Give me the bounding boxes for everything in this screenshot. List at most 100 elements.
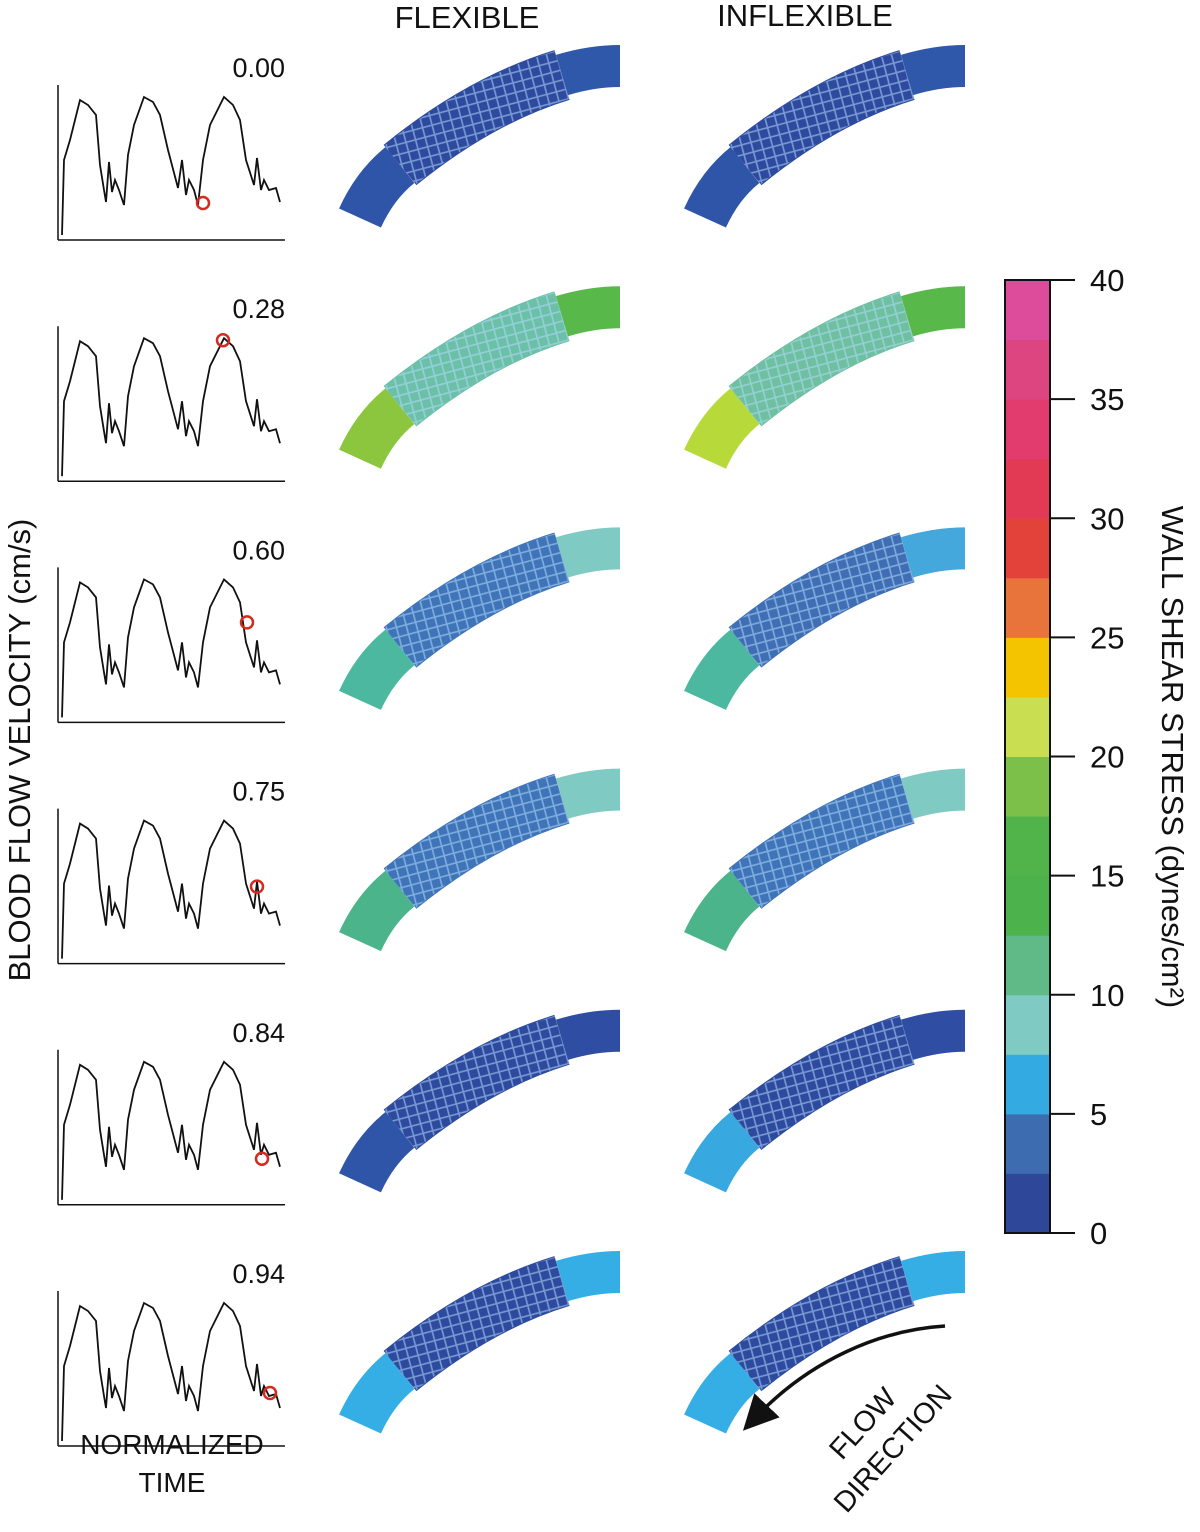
stent-render: [684, 1251, 966, 1434]
tick-label: 5: [1090, 1097, 1107, 1132]
stent-render: [339, 1009, 621, 1193]
vessel: [684, 1111, 760, 1193]
vessel: [555, 1251, 621, 1302]
color-band: [1005, 518, 1050, 579]
color-band: [1005, 1173, 1050, 1234]
flow-arrow: [742, 1324, 946, 1431]
time-label: 0.00: [232, 53, 285, 83]
color-band: [1005, 280, 1050, 341]
color-band: [1005, 935, 1050, 996]
stent-render: [684, 45, 966, 228]
stent-mesh: [729, 1257, 915, 1391]
column-header: INFLEXIBLE: [717, 0, 893, 33]
color-band: [1005, 696, 1050, 757]
colorbar-label: WALL SHEAR STRESS (dynes/cm²): [1155, 506, 1190, 1008]
vessel: [900, 1251, 966, 1302]
vessel: [339, 1353, 415, 1434]
stent-render: [684, 286, 966, 470]
vessel: [555, 286, 621, 337]
vessel: [339, 147, 415, 228]
vessel: [684, 388, 760, 470]
color-band: [1005, 577, 1050, 638]
vessel: [339, 870, 415, 952]
vessel: [900, 527, 966, 578]
color-band: [1005, 1113, 1050, 1174]
time-marker: [215, 332, 231, 348]
vessel: [555, 768, 621, 819]
stent-mesh: [384, 292, 570, 426]
waveform: [61, 95, 281, 236]
tick-label: 25: [1090, 620, 1124, 655]
stent-mesh: [384, 774, 570, 909]
stent-render: [339, 527, 621, 711]
time-marker: [254, 1151, 270, 1167]
tick-label: 20: [1090, 740, 1124, 775]
column-header: FLEXIBLE: [395, 0, 540, 35]
color-band: [1005, 1054, 1050, 1115]
time-marker: [239, 615, 255, 630]
vessel: [555, 527, 621, 578]
vessel: [339, 629, 415, 711]
color-band: [1005, 875, 1050, 936]
vessel: [339, 388, 415, 470]
stent-mesh: [384, 533, 570, 667]
color-band: [1005, 816, 1050, 877]
color-band: [1005, 994, 1050, 1055]
time-label: 0.28: [232, 294, 285, 324]
vessel: [900, 1009, 966, 1060]
vessel: [900, 286, 966, 337]
vessel: [555, 45, 621, 96]
tick-label: 15: [1090, 859, 1124, 894]
stent-mesh: [729, 774, 915, 909]
vessel: [684, 629, 760, 711]
stent-mesh: [729, 51, 915, 185]
stent-render: [684, 527, 966, 711]
color-band: [1005, 458, 1050, 519]
time-label: 0.75: [232, 777, 285, 807]
x-axis-label: TIME: [139, 1467, 206, 1498]
tick-label: 10: [1090, 978, 1124, 1013]
x-axis-label: NORMALIZED: [80, 1429, 264, 1460]
y-axis-label: BLOOD FLOW VELOCITY (cm/s): [2, 519, 37, 982]
time-marker: [262, 1385, 278, 1401]
stent-render: [684, 1009, 966, 1193]
stent-mesh: [729, 292, 915, 426]
panels: 0.00 0.28 0.60 0.75 0.84 0.94 0 5 10 15 20 25 30 35 40: [57, 45, 1124, 1447]
tick-label: 35: [1090, 382, 1124, 417]
time-label: 0.94: [232, 1259, 285, 1289]
waveform: [61, 1301, 281, 1442]
stent-render: [339, 45, 621, 228]
vessel: [684, 1353, 760, 1434]
stent-render: [339, 768, 621, 952]
vessel: [900, 45, 966, 96]
stent-render: [339, 1251, 621, 1434]
time-label: 0.60: [232, 535, 285, 565]
stent-mesh: [729, 533, 915, 667]
waveform: [61, 819, 281, 959]
waveform: [61, 336, 281, 477]
vessel: [684, 870, 760, 952]
stent-render: [684, 768, 966, 952]
stent-mesh: [384, 1015, 570, 1150]
vessel: [339, 1111, 415, 1193]
stent-mesh: [729, 1015, 915, 1150]
time-marker: [249, 879, 265, 894]
tick-label: 40: [1090, 263, 1124, 298]
vessel: [900, 768, 966, 819]
tick-label: 30: [1090, 501, 1124, 536]
vessel: [684, 147, 760, 228]
color-band: [1005, 756, 1050, 817]
stent-mesh: [384, 51, 570, 185]
time-marker: [195, 195, 211, 211]
time-label: 0.84: [232, 1018, 285, 1048]
color-band: [1005, 399, 1050, 460]
stent-mesh: [384, 1257, 570, 1391]
vessel: [555, 1009, 621, 1060]
color-band: [1005, 637, 1050, 698]
tick-label: 0: [1090, 1216, 1107, 1251]
waveform: [61, 577, 281, 718]
color-band: [1005, 339, 1050, 400]
waveform: [61, 1060, 281, 1200]
stent-render: [339, 286, 621, 470]
